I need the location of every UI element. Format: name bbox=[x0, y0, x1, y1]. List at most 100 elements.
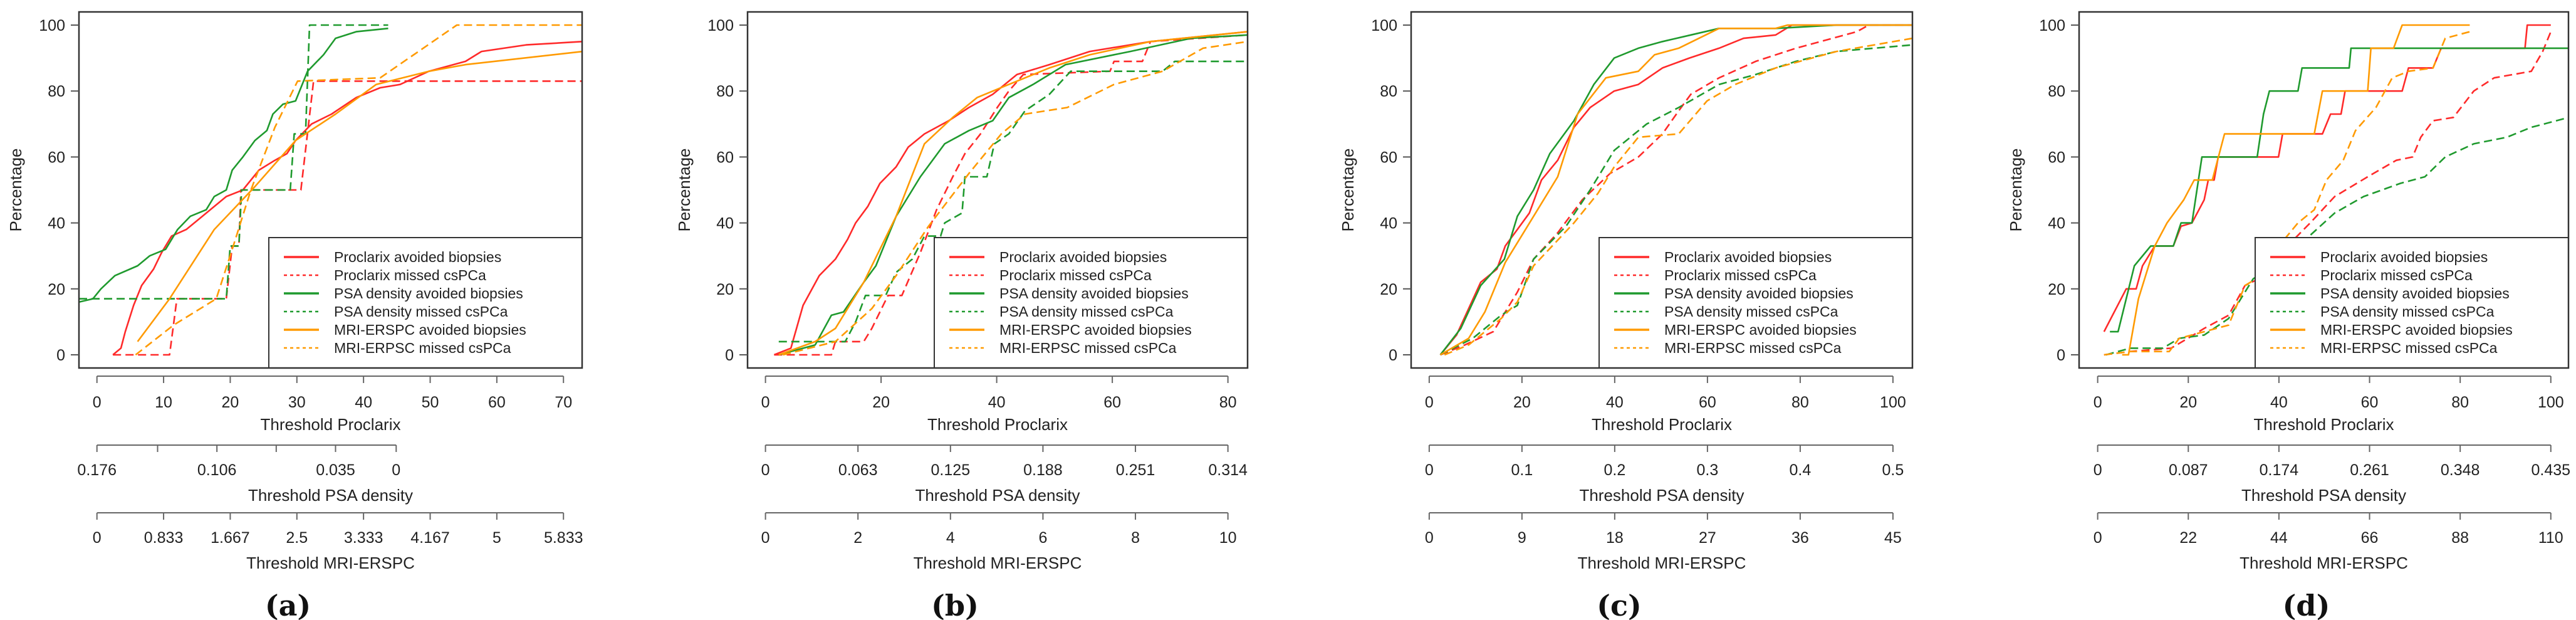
x-axis-mri-erspc: 0 0.833 1.667 2.5 3.333 4.167 5 5.833 Threshold … bbox=[93, 512, 583, 572]
series-line-0 bbox=[112, 41, 582, 356]
x-tick-label: 40 bbox=[2270, 394, 2288, 411]
x-axis-proclarix: 0 20 40 60 80 100 Threshold Proclarix bbox=[2094, 376, 2564, 434]
x-tick-label: 0 bbox=[1425, 461, 1434, 479]
plot-frame bbox=[746, 11, 1249, 369]
x-axis-title: Threshold PSA density bbox=[915, 486, 1080, 505]
y-axis: 0 20 40 60 80 100 Percentage bbox=[6, 17, 79, 364]
legend-label: MRI-ERPSC missed csPCa bbox=[2320, 340, 2498, 356]
series-line-1 bbox=[2104, 31, 2552, 356]
series-line-1 bbox=[774, 34, 1248, 356]
series-line-5 bbox=[135, 24, 582, 356]
series-line-3 bbox=[2105, 117, 2568, 356]
x-axis-title: Threshold MRI-ERSPC bbox=[1578, 554, 1746, 572]
panel-a: Proclarix avoided biopsies Proclarix miss… bbox=[6, 11, 583, 620]
y-tick-label: 20 bbox=[2048, 281, 2065, 298]
x-tick-label: 110 bbox=[2538, 529, 2563, 547]
legend-label: Proclarix missed csPCa bbox=[2320, 267, 2473, 283]
x-tick-label: 0 bbox=[392, 461, 400, 479]
y-tick-label: 80 bbox=[48, 83, 65, 100]
series-line-5 bbox=[1444, 37, 1912, 356]
x-tick-label: 22 bbox=[2179, 529, 2197, 547]
x-tick-label: 0.176 bbox=[77, 461, 117, 479]
y-axis-title: Percentage bbox=[6, 149, 25, 232]
x-axis-title: Threshold PSA density bbox=[248, 486, 413, 505]
x-tick-label: 0.035 bbox=[316, 461, 355, 479]
series-line-4 bbox=[778, 31, 1248, 356]
x-axis-proclarix: 0 20 40 60 80 100 Threshold Proclarix bbox=[1425, 376, 1906, 434]
x-axis-psa-density: 0 0.063 0.125 0.188 0.251 0.314 Threshold PSA … bbox=[761, 444, 1248, 505]
y-tick-label: 20 bbox=[48, 281, 65, 298]
x-axis-psa-density: 0.176 0.106 0.035 0 Threshold PSA density bbox=[77, 444, 413, 505]
x-tick-label: 0.125 bbox=[931, 461, 971, 479]
y-tick-label: 60 bbox=[48, 149, 65, 166]
series-line-2 bbox=[778, 34, 1248, 356]
x-axis-mri-erspc: 0 22 44 66 88 110 Threshold MRI-ERSPC bbox=[2094, 512, 2563, 572]
x-tick-label: 100 bbox=[2538, 394, 2564, 411]
y-axis-title: Percentage bbox=[675, 149, 694, 232]
plot-area bbox=[79, 24, 582, 356]
panel-d: Proclarix avoided biopsies Proclarix miss… bbox=[2006, 11, 2571, 620]
legend-label: MRI-ERPSC missed csPCa bbox=[334, 340, 511, 356]
legend-label: Proclarix missed csPCa bbox=[334, 267, 486, 283]
plot-area bbox=[773, 31, 1248, 356]
y-tick-label: 40 bbox=[2048, 215, 2065, 233]
panel-label: (b) bbox=[931, 589, 979, 620]
x-tick-label: 40 bbox=[355, 394, 372, 411]
x-tick-label: 60 bbox=[488, 394, 506, 411]
legend-label: MRI-ERPSC missed csPCa bbox=[1664, 340, 1842, 356]
x-tick-label: 0 bbox=[1425, 394, 1434, 411]
y-tick-label: 40 bbox=[716, 215, 734, 233]
legend: Proclarix avoided biopsies Proclarix miss… bbox=[1598, 237, 1913, 369]
y-tick-label: 40 bbox=[1380, 215, 1397, 233]
x-tick-label: 80 bbox=[2451, 394, 2469, 411]
legend-label: Proclarix avoided biopsies bbox=[334, 249, 501, 265]
y-tick-label: 0 bbox=[725, 347, 734, 364]
legend: Proclarix avoided biopsies Proclarix miss… bbox=[934, 237, 1248, 369]
x-tick-label: 0.2 bbox=[1604, 461, 1626, 479]
x-tick-label: 4.167 bbox=[410, 529, 450, 547]
y-axis: 0 20 40 60 80 100 Percentage bbox=[1338, 17, 1411, 364]
x-tick-label: 0 bbox=[93, 394, 102, 411]
plot-frame bbox=[78, 11, 583, 369]
series-line-4 bbox=[137, 50, 582, 342]
legend-label: Proclarix avoided biopsies bbox=[2320, 249, 2488, 265]
series-line-1 bbox=[1440, 24, 1912, 356]
series-line-3 bbox=[79, 24, 388, 300]
x-axis-title: Threshold Proclarix bbox=[927, 415, 1068, 434]
legend-label: MRI-ERSPC avoided biopsies bbox=[1664, 322, 1857, 338]
x-tick-label: 0 bbox=[761, 394, 770, 411]
x-tick-label: 80 bbox=[1219, 394, 1237, 411]
x-tick-label: 10 bbox=[1219, 529, 1237, 547]
series-line-5 bbox=[2104, 31, 2470, 356]
x-tick-label: 0.5 bbox=[1882, 461, 1904, 479]
x-axis-title: Threshold MRI-ERSPC bbox=[246, 554, 415, 572]
x-axis-mri-erspc: 0 9 18 27 36 45 Threshold MRI-ERSPC bbox=[1425, 512, 1902, 572]
y-tick-label: 0 bbox=[56, 347, 65, 364]
x-tick-label: 0.4 bbox=[1790, 461, 1812, 479]
x-tick-label: 0.435 bbox=[2532, 461, 2571, 479]
series-line-4 bbox=[1439, 24, 1912, 356]
x-tick-label: 80 bbox=[1791, 394, 1809, 411]
series-line-2 bbox=[2110, 47, 2568, 333]
y-tick-label: 60 bbox=[716, 149, 734, 166]
x-tick-label: 5 bbox=[493, 529, 501, 547]
legend-label: MRI-ERSPC avoided biopsies bbox=[999, 322, 1192, 338]
x-tick-label: 50 bbox=[422, 394, 439, 411]
x-tick-label: 3.333 bbox=[344, 529, 383, 547]
x-tick-label: 0 bbox=[761, 529, 770, 547]
y-tick-label: 100 bbox=[707, 17, 734, 34]
x-tick-label: 20 bbox=[1513, 394, 1531, 411]
x-axis-title: Threshold MRI-ERSPC bbox=[2240, 554, 2408, 572]
y-tick-label: 0 bbox=[1389, 347, 1397, 364]
x-axis-title: Threshold Proclarix bbox=[261, 415, 401, 434]
x-tick-label: 9 bbox=[1518, 529, 1526, 547]
x-tick-label: 20 bbox=[2179, 394, 2197, 411]
x-tick-label: 0.251 bbox=[1116, 461, 1155, 479]
legend-label: PSA density avoided biopsies bbox=[334, 285, 523, 302]
y-tick-label: 80 bbox=[1380, 83, 1397, 100]
x-tick-label: 4 bbox=[946, 529, 955, 547]
x-axis-title: Threshold PSA density bbox=[1579, 486, 1744, 505]
x-tick-label: 0.348 bbox=[2441, 461, 2480, 479]
x-tick-label: 5.833 bbox=[544, 529, 583, 547]
